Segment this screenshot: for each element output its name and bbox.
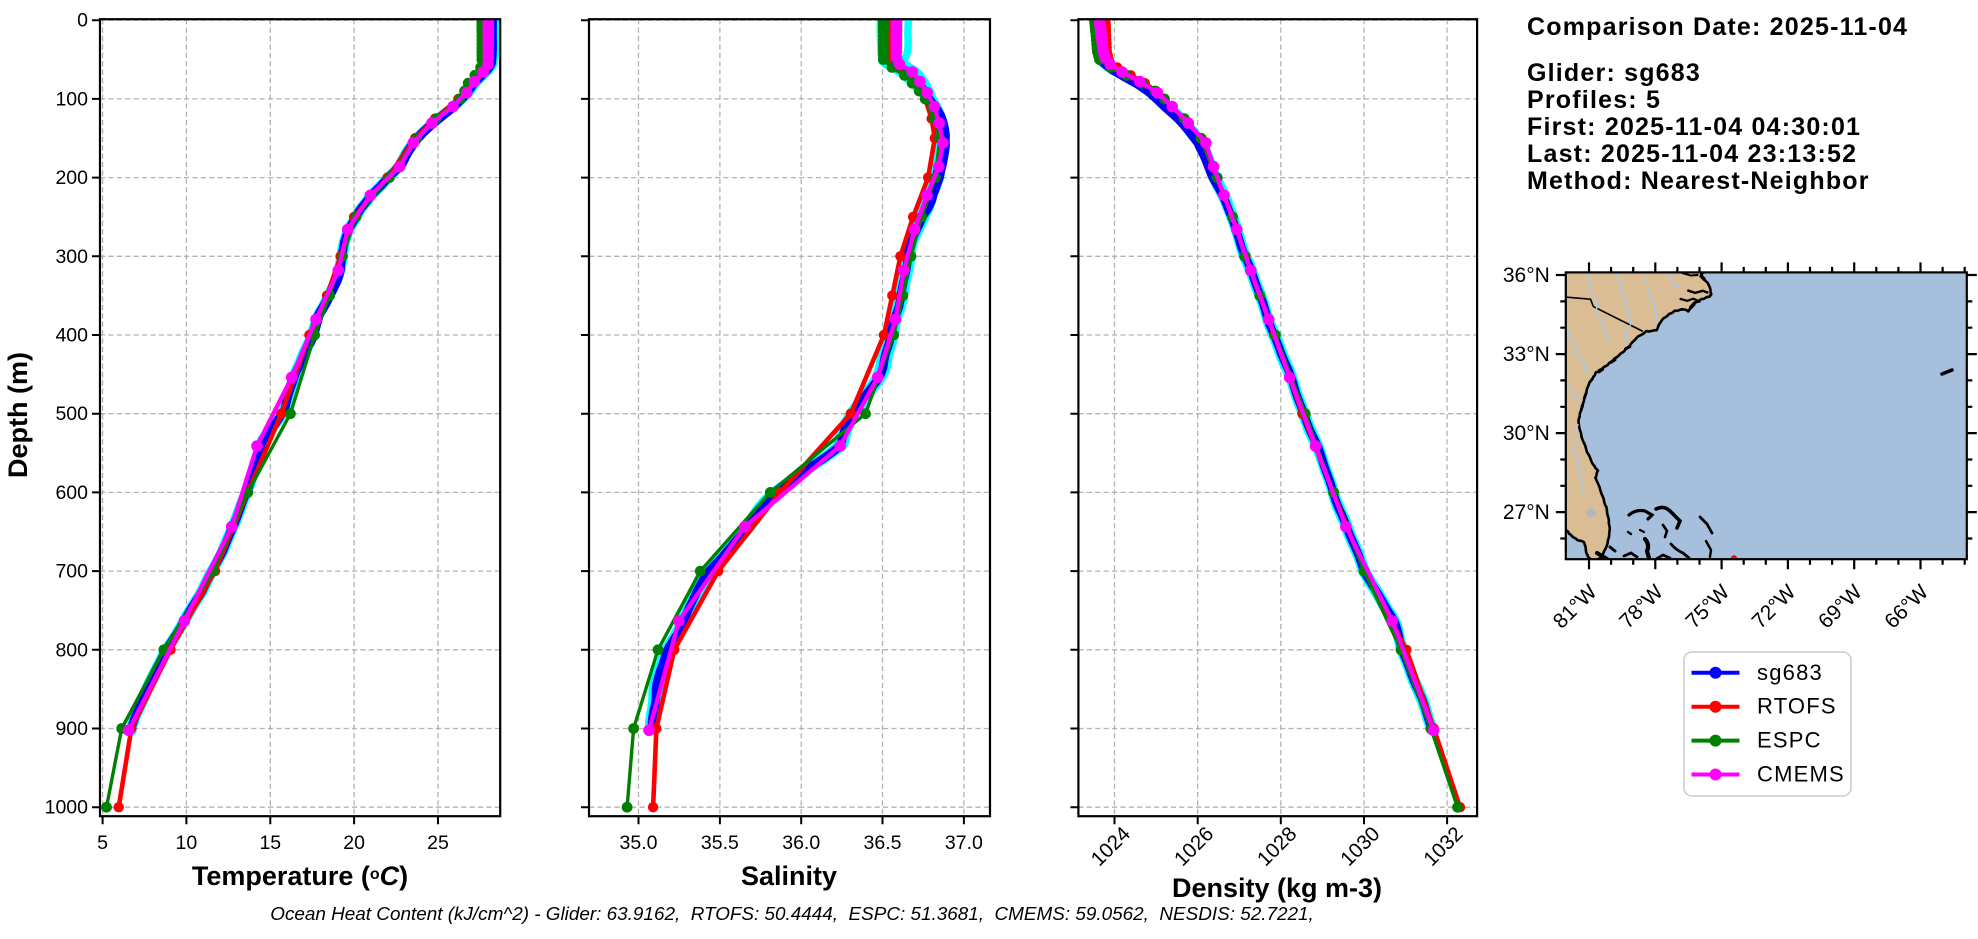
svg-text:Ocean Heat Content (kJ/cm^2) -: Ocean Heat Content (kJ/cm^2) - Glider: 6… — [270, 904, 1313, 925]
svg-text:Method: Nearest-Neighbor: Method: Nearest-Neighbor — [1527, 167, 1870, 195]
svg-text:700: 700 — [55, 561, 88, 583]
svg-text:800: 800 — [55, 639, 88, 661]
svg-text:35.0: 35.0 — [620, 832, 658, 854]
svg-text:sg683: sg683 — [1757, 660, 1823, 685]
svg-text:1000: 1000 — [45, 797, 89, 819]
svg-text:Density (kg m-3): Density (kg m-3) — [1172, 873, 1382, 903]
svg-text:0: 0 — [77, 10, 88, 32]
svg-text:30°N: 30°N — [1503, 422, 1550, 445]
svg-text:Profiles: 5: Profiles: 5 — [1527, 86, 1661, 114]
svg-text:36°N: 36°N — [1503, 264, 1550, 287]
svg-text:400: 400 — [55, 325, 88, 347]
svg-text:35.5: 35.5 — [701, 832, 739, 854]
svg-text:CMEMS: CMEMS — [1757, 762, 1845, 787]
svg-text:600: 600 — [55, 482, 88, 504]
svg-text:10: 10 — [176, 832, 198, 854]
svg-text:33°N: 33°N — [1503, 343, 1550, 366]
svg-text:Salinity: Salinity — [741, 861, 837, 891]
svg-text:5: 5 — [97, 832, 108, 854]
svg-text:Depth (m): Depth (m) — [3, 352, 33, 478]
svg-text:27°N: 27°N — [1503, 501, 1550, 524]
svg-text:Glider: sg683: Glider: sg683 — [1527, 59, 1701, 87]
svg-text:RTOFS: RTOFS — [1757, 694, 1837, 719]
svg-text:Comparison Date: 2025-11-04: Comparison Date: 2025-11-04 — [1527, 13, 1908, 41]
svg-text:36.5: 36.5 — [864, 832, 902, 854]
svg-text:First: 2025-11-04 04:30:01: First: 2025-11-04 04:30:01 — [1527, 113, 1861, 141]
svg-text:200: 200 — [55, 167, 88, 189]
svg-text:15: 15 — [259, 832, 281, 854]
svg-text:900: 900 — [55, 718, 88, 740]
svg-text:100: 100 — [55, 88, 88, 110]
svg-text:Last: 2025-11-04 23:13:52: Last: 2025-11-04 23:13:52 — [1527, 140, 1857, 168]
svg-text:500: 500 — [55, 403, 88, 425]
svg-text:300: 300 — [55, 246, 88, 268]
svg-text:37.0: 37.0 — [945, 832, 983, 854]
svg-text:36.0: 36.0 — [782, 832, 820, 854]
svg-text:20: 20 — [343, 832, 365, 854]
svg-text:25: 25 — [427, 832, 449, 854]
svg-text:ESPC: ESPC — [1757, 728, 1822, 753]
